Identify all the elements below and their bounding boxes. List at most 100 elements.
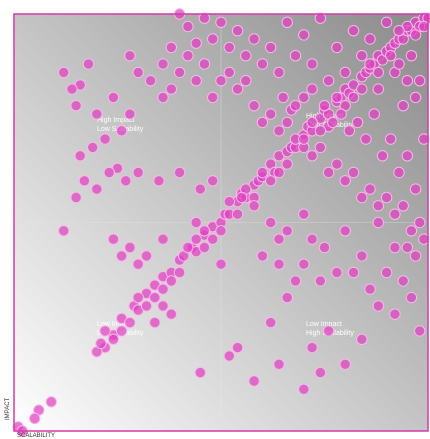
- data-point-7: [95, 337, 107, 350]
- quadrant-label-bottom-left-line1: Low Impact: [97, 321, 133, 328]
- data-point-170: [194, 183, 207, 195]
- data-point-144: [368, 108, 380, 120]
- data-point-187: [298, 208, 310, 220]
- data-point-154: [82, 58, 95, 70]
- data-point-222: [298, 383, 310, 395]
- data-point-196: [289, 275, 302, 287]
- data-point-201: [364, 283, 376, 295]
- data-point-93: [182, 241, 194, 254]
- data-point-140: [335, 108, 347, 120]
- data-point-103: [99, 325, 111, 337]
- data-point-251: [298, 133, 310, 145]
- data-point-181: [190, 216, 202, 229]
- data-point-114: [256, 58, 269, 70]
- data-point-262: [389, 208, 401, 220]
- data-point-72: [356, 83, 368, 95]
- data-point-125: [347, 25, 360, 37]
- data-point-3: [45, 396, 57, 408]
- data-point-211: [322, 325, 335, 337]
- data-point-184: [265, 216, 277, 229]
- data-point-221: [273, 358, 285, 370]
- data-point-81: [281, 158, 293, 170]
- data-point-70: [372, 66, 384, 79]
- data-point-173: [248, 200, 260, 212]
- quadrant-label-top-left-line1: High Impact: [97, 117, 134, 124]
- data-point-236: [173, 66, 186, 79]
- data-point-199: [331, 266, 343, 279]
- data-point-165: [103, 166, 115, 179]
- data-point-4: [29, 412, 41, 425]
- data-point-255: [331, 158, 343, 170]
- data-point-259: [364, 183, 376, 195]
- data-point-217: [414, 325, 426, 337]
- data-point-200: [347, 266, 360, 279]
- data-point-126: [356, 50, 368, 62]
- data-point-233: [124, 108, 136, 120]
- data-point-131: [397, 100, 409, 112]
- data-point-213: [356, 333, 368, 345]
- data-point-137: [306, 83, 318, 95]
- data-point-189: [318, 241, 331, 254]
- data-point-105: [182, 20, 194, 33]
- data-point-250: [289, 100, 302, 112]
- data-point-198: [314, 275, 327, 287]
- data-point-91: [198, 225, 211, 237]
- data-point-258: [356, 191, 368, 204]
- data-point-235: [165, 41, 178, 54]
- data-point-237: [182, 50, 194, 62]
- data-point-234: [157, 58, 169, 70]
- data-point-88: [223, 195, 236, 208]
- data-point-224: [70, 191, 82, 204]
- data-point-71: [364, 58, 376, 70]
- data-point-171: [207, 175, 219, 187]
- data-point-90: [207, 233, 219, 245]
- data-point-207: [231, 341, 244, 354]
- data-point-257: [347, 166, 360, 179]
- quadrant-label-bottom-right-line1: Low Impact: [306, 321, 342, 328]
- data-point-150: [418, 133, 430, 145]
- data-point-106: [190, 37, 202, 49]
- data-point-160: [132, 66, 144, 79]
- data-point-243: [231, 83, 244, 95]
- data-point-239: [198, 58, 211, 70]
- data-point-172: [236, 191, 248, 204]
- data-point-231: [91, 108, 103, 120]
- data-point-118: [289, 50, 302, 62]
- data-point-127: [364, 33, 376, 45]
- data-point-268: [401, 241, 413, 254]
- data-point-161: [144, 75, 157, 87]
- data-point-182: [198, 241, 211, 254]
- data-point-77: [314, 125, 327, 137]
- data-point-176: [115, 250, 128, 262]
- data-point-73: [347, 91, 360, 104]
- data-point-138: [318, 100, 331, 112]
- data-point-238: [190, 75, 202, 87]
- data-point-146: [385, 133, 397, 145]
- data-points: [12, 8, 430, 437]
- data-point-132: [405, 50, 418, 62]
- data-point-107: [198, 12, 211, 24]
- data-point-166: [120, 175, 132, 187]
- data-point-194: [256, 250, 269, 262]
- data-point-223: [314, 366, 327, 379]
- data-point-157: [66, 83, 78, 95]
- data-point-129: [380, 16, 393, 28]
- data-point-225: [78, 175, 91, 187]
- data-point-98: [140, 300, 153, 312]
- data-point-248: [273, 125, 285, 137]
- data-point-246: [256, 116, 269, 129]
- data-point-206: [165, 308, 178, 320]
- data-point-143: [360, 133, 372, 145]
- data-point-192: [372, 216, 384, 229]
- data-point-267: [409, 250, 422, 262]
- data-point-162: [157, 91, 169, 104]
- data-point-152: [401, 75, 413, 87]
- data-point-180: [157, 233, 169, 245]
- data-point-89: [215, 225, 227, 237]
- data-point-179: [140, 250, 153, 262]
- data-point-205: [157, 300, 169, 312]
- data-point-204: [149, 316, 161, 329]
- data-point-185: [273, 233, 285, 245]
- data-point-242: [223, 66, 236, 79]
- data-point-252: [306, 150, 318, 162]
